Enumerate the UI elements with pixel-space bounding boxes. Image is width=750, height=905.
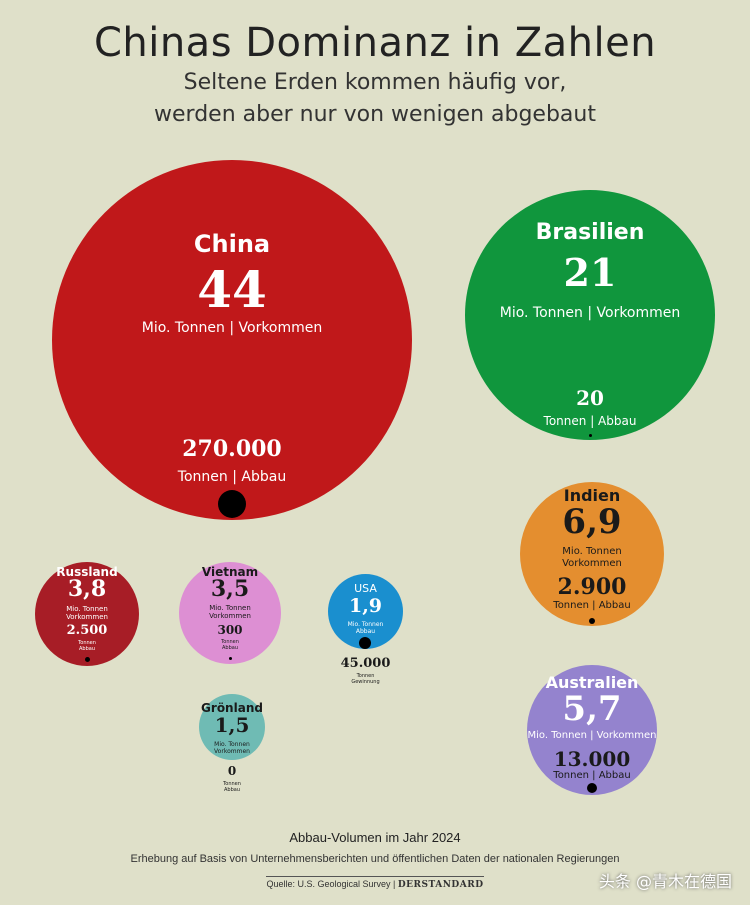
bubble-russland-mining-unit-2: Abbau	[78, 646, 95, 652]
watermark: 头条 @青木在德国	[598, 872, 732, 891]
usa-mining-unit-1: Tonnen	[356, 673, 375, 679]
bubble-australien-mining-unit: Tonnen | Abbau	[553, 770, 631, 781]
bubble-indien-mining: 2.900	[557, 574, 627, 600]
bubble-brasilien-mining-unit: Tonnen | Abbau	[543, 414, 637, 428]
bubble-indien-reserves-unit-1: Mio. Tonnen	[562, 546, 622, 557]
mining-volume-dot-indien	[589, 618, 595, 624]
groenland-mining: 0	[227, 764, 237, 778]
bubble-china-name: China	[193, 230, 271, 258]
bubble-russland-reserves-unit-2: Vorkommen	[66, 613, 108, 621]
bubble-brasilien-mining: 20	[576, 386, 604, 410]
page-subtitle-line2: werden aber nur von wenigen abgebaut	[154, 102, 596, 127]
groenland-mining-unit-2: Abbau	[223, 787, 240, 793]
bubble-australien-reserves-unit: Mio. Tonnen | Vorkommen	[527, 730, 657, 741]
mining-volume-dot-brasilien	[589, 434, 592, 437]
bubble-indien-reserves-unit-2: Vorkommen	[562, 558, 622, 569]
bubble-china-mining-unit: Tonnen | Abbau	[177, 469, 287, 485]
bubble-brasilien-reserves: 21	[563, 250, 617, 295]
mining-volume-dot-china	[218, 490, 246, 518]
bubble-groenland: Grönland 1,5 Mio. Tonnen Vorkommen	[199, 694, 265, 760]
bubble-vietnam-reserves-unit-1: Mio. Tonnen	[209, 604, 251, 612]
bubble-vietnam-mining-unit-2: Abbau	[221, 645, 238, 651]
bubble-vietnam-name: Vietnam	[201, 565, 259, 579]
bubble-russland-reserves-unit-1: Mio. Tonnen	[66, 605, 108, 613]
bubble-groenland-reserves-unit-1: Mio. Tonnen	[214, 741, 250, 748]
bubble-australien-mining: 13.000	[553, 747, 631, 771]
bubble-brasilien-reserves-unit: Mio. Tonnen | Vorkommen	[499, 305, 681, 321]
page-title: Chinas Dominanz in Zahlen	[93, 20, 657, 66]
usa-mining-unit-2: Gewinnung	[351, 679, 380, 685]
bubble-australien-reserves: 5,7	[562, 689, 622, 729]
bubble-china-reserves: 44	[197, 260, 267, 319]
source-text: Quelle: U.S. Geological Survey	[266, 879, 391, 889]
bubble-china: China 44 Mio. Tonnen | Vorkommen 270.000…	[52, 160, 412, 520]
footer-method: Erhebung auf Basis von Unternehmensberic…	[130, 853, 620, 865]
bubble-russland-reserves: 3,8	[67, 576, 107, 602]
bubble-usa-reserves-unit-1: Mio. Tonnen	[347, 621, 384, 628]
footer-source: Quelle: U.S. Geological Survey | DERSTAN…	[0, 876, 750, 890]
bubble-indien: Indien 6,9 Mio. Tonnen Vorkommen 2.900 T…	[520, 482, 664, 626]
bubble-australien-name: Australien	[545, 673, 639, 692]
bubble-indien-reserves: 6,9	[562, 502, 622, 542]
bubble-usa-name: USA	[354, 582, 377, 595]
bubble-vietnam-mining: 300	[217, 623, 243, 637]
bubble-australien: Australien 5,7 Mio. Tonnen | Vorkommen 1…	[527, 665, 657, 795]
bubble-groenland-reserves: 1,5	[214, 713, 250, 737]
bubble-china-mining: 270.000	[182, 436, 282, 462]
bubble-indien-name: Indien	[563, 486, 621, 505]
bubble-groenland-name: Grönland	[201, 701, 263, 715]
bubble-russland: Russland 3,8 Mio. Tonnen Vorkommen 2.500…	[35, 562, 139, 666]
mining-volume-dot-australien	[587, 783, 597, 793]
bubble-indien-mining-unit: Tonnen | Abbau	[553, 600, 631, 611]
bubble-vietnam-mining-unit-1: Tonnen	[221, 639, 239, 645]
mining-volume-dot-usa	[359, 637, 371, 649]
bubble-vietnam-reserves: 3,5	[210, 576, 250, 602]
groenland-mining-unit-1: Tonnen	[223, 781, 241, 787]
bubble-russland-name: Russland	[56, 565, 118, 579]
bubble-usa-reserves-unit-2: Abbau	[355, 628, 376, 635]
bubble-russland-mining: 2.500	[66, 623, 108, 638]
bubble-vietnam-reserves-unit-2: Vorkommen	[209, 612, 251, 620]
bubble-china-reserves-unit: Mio. Tonnen | Vorkommen	[141, 320, 323, 336]
usa-mining: 45.000	[340, 656, 391, 671]
bubble-usa-reserves: 1,9	[348, 595, 383, 617]
bubble-vietnam: Vietnam 3,5 Mio. Tonnen Vorkommen 300 To…	[179, 562, 281, 664]
mining-volume-dot-vietnam	[229, 657, 232, 660]
bubble-russland-mining-unit-1: Tonnen	[78, 640, 96, 646]
bubble-brasilien-name: Brasilien	[535, 220, 645, 245]
brand-logo: DERSTANDARD	[397, 880, 484, 890]
bubble-brasilien: Brasilien 21 Mio. Tonnen | Vorkommen 20 …	[465, 190, 715, 440]
bubble-groenland-reserves-unit-2: Vorkommen	[214, 748, 250, 755]
bubble-usa: USA 1,9 Mio. Tonnen Abbau	[328, 574, 403, 649]
footer-note: Abbau-Volumen im Jahr 2024	[289, 830, 461, 845]
page-subtitle-line1: Seltene Erden kommen häufig vor,	[183, 70, 567, 95]
mining-volume-dot-russland	[85, 657, 90, 662]
